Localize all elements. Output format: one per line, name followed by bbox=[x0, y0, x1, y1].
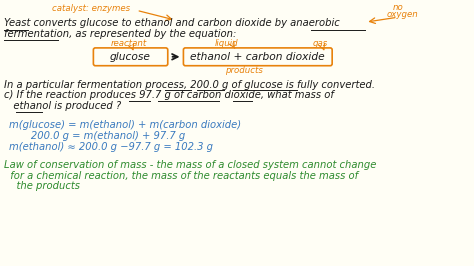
Text: liquid: liquid bbox=[215, 39, 238, 48]
Text: the products: the products bbox=[4, 181, 80, 192]
Text: 200.0 g = m(ethanol) + 97.7 g: 200.0 g = m(ethanol) + 97.7 g bbox=[9, 131, 185, 141]
Text: Law of conservation of mass - the mass of a closed system cannot change: Law of conservation of mass - the mass o… bbox=[4, 160, 377, 170]
Text: products: products bbox=[225, 66, 263, 75]
Text: fermentation, as represented by the equation:: fermentation, as represented by the equa… bbox=[4, 29, 237, 39]
Text: for a chemical reaction, the mass of the reactants equals the mass of: for a chemical reaction, the mass of the… bbox=[4, 171, 358, 181]
Text: c) If the reaction produces 97.7 g of carbon dioxide, what mass of: c) If the reaction produces 97.7 g of ca… bbox=[4, 90, 334, 101]
Text: no: no bbox=[393, 3, 403, 12]
Text: catalyst: enzymes: catalyst: enzymes bbox=[52, 4, 130, 13]
Text: glucose: glucose bbox=[110, 52, 151, 62]
Text: In a particular fermentation process, 200.0 g of glucose is fully converted.: In a particular fermentation process, 20… bbox=[4, 80, 375, 90]
Text: m(glucose) = m(ethanol) + m(carbon dioxide): m(glucose) = m(ethanol) + m(carbon dioxi… bbox=[9, 120, 241, 130]
Text: ethanol is produced ?: ethanol is produced ? bbox=[4, 101, 121, 111]
Text: Yeast converts glucose to ethanol and carbon dioxide by anaerobic: Yeast converts glucose to ethanol and ca… bbox=[4, 18, 340, 28]
Text: m(ethanol) ≈ 200.0 g −97.7 g = 102.3 g: m(ethanol) ≈ 200.0 g −97.7 g = 102.3 g bbox=[9, 142, 213, 152]
Text: reactant: reactant bbox=[111, 39, 147, 48]
Text: gas: gas bbox=[312, 39, 328, 48]
Text: oxygen: oxygen bbox=[387, 10, 419, 19]
Text: ethanol + carbon dioxide: ethanol + carbon dioxide bbox=[191, 52, 325, 62]
